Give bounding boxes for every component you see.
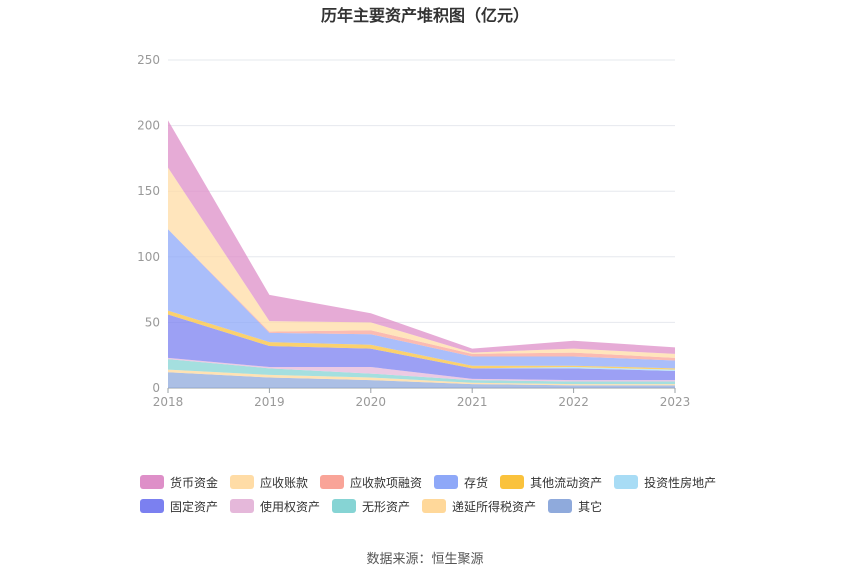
- area-series-其它[interactable]: [168, 372, 675, 388]
- x-tick-label: 2018: [153, 395, 184, 409]
- area-series-无形资产[interactable]: [168, 359, 675, 385]
- legend-item[interactable]: 其他流动资产: [500, 474, 602, 491]
- legend-swatch: [500, 475, 525, 489]
- legend-item[interactable]: 应收款项融资: [320, 474, 422, 491]
- legend-item[interactable]: 其它: [548, 498, 602, 515]
- legend-item[interactable]: 递延所得税资产: [422, 498, 536, 515]
- legend-item[interactable]: 使用权资产: [230, 498, 320, 515]
- legend-swatch: [434, 475, 459, 489]
- legend-item[interactable]: 存货: [434, 474, 488, 491]
- legend-label: 投资性房地产: [644, 475, 717, 490]
- area-series-存货[interactable]: [168, 229, 675, 369]
- stacked-area-chart: 0 50 100 150 200 250 2018 2019 2020 2021 2022 2023: [137, 53, 691, 409]
- y-tick-label: 150: [137, 184, 160, 198]
- legend-swatch: [140, 499, 164, 513]
- area-series-其他流动资产[interactable]: [168, 310, 675, 370]
- legend-item[interactable]: 投资性房地产: [614, 474, 716, 491]
- x-tick-label: 2022: [558, 395, 589, 409]
- legend-swatch: [230, 475, 255, 489]
- area-series-固定资产[interactable]: [168, 314, 675, 381]
- y-tick-label: 0: [152, 381, 160, 395]
- legend-label: 使用权资产: [260, 499, 321, 514]
- area-series-递延所得税资产[interactable]: [168, 369, 675, 386]
- chart-title: 历年主要资产堆积图（亿元）: [320, 6, 529, 25]
- legend-row-1: 货币资金 应收账款 应收款项融资 存货 其他流动资产 投资性房地产: [140, 470, 760, 494]
- legend-item[interactable]: 固定资产: [140, 498, 218, 515]
- legend-swatch: [230, 499, 255, 513]
- data-source: 数据来源：恒生聚源: [366, 552, 484, 567]
- legend-label: 固定资产: [170, 499, 219, 514]
- area-series-使用权资产[interactable]: [168, 357, 675, 382]
- legend-swatch: [140, 475, 164, 489]
- y-tick-label: 200: [137, 119, 160, 133]
- legend-item[interactable]: 应收账款: [230, 474, 308, 491]
- y-tick-label: 250: [137, 53, 160, 67]
- x-tick-label: 2021: [457, 395, 488, 409]
- legend-label: 存货: [464, 475, 489, 490]
- y-tick-label: 50: [145, 315, 160, 329]
- legend-label: 应收款项融资: [350, 475, 423, 490]
- chart-legend: 货币资金 应收账款 应收款项融资 存货 其他流动资产 投资性房地产 固定资产 使…: [140, 470, 760, 518]
- x-tick-label: 2020: [356, 395, 387, 409]
- x-tick-label: 2019: [254, 395, 285, 409]
- legend-label: 递延所得税资产: [452, 499, 537, 514]
- legend-item[interactable]: 无形资产: [332, 498, 410, 515]
- legend-label: 应收账款: [260, 475, 309, 490]
- y-tick-label: 100: [137, 250, 160, 264]
- legend-label: 其他流动资产: [530, 475, 603, 490]
- legend-swatch: [614, 475, 639, 489]
- legend-label: 货币资金: [170, 475, 219, 490]
- legend-label: 其它: [578, 499, 603, 514]
- legend-swatch: [548, 499, 573, 513]
- legend-swatch: [332, 499, 357, 513]
- x-tick-label: 2023: [660, 395, 691, 409]
- legend-row-2: 固定资产 使用权资产 无形资产 递延所得税资产 其它: [140, 494, 760, 518]
- legend-swatch: [422, 499, 447, 513]
- legend-swatch: [320, 475, 345, 489]
- legend-item[interactable]: 货币资金: [140, 474, 218, 491]
- legend-label: 无形资产: [362, 499, 411, 514]
